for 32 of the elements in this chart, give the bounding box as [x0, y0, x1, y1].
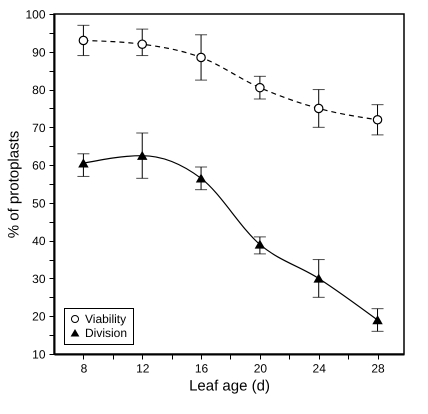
- y-tick-label: 10: [32, 348, 46, 362]
- x-tick-label: 16: [194, 362, 209, 376]
- x-tick-label: 20: [254, 362, 268, 376]
- y-tick-label: 50: [32, 196, 46, 210]
- x-tick-label: 8: [80, 362, 88, 376]
- x-tick-label: 24: [312, 362, 326, 376]
- point: [372, 316, 382, 324]
- point: [78, 36, 88, 46]
- point: [196, 52, 206, 62]
- y-tick-label: 20: [32, 310, 46, 324]
- y-axis-title: % of protoplasts: [5, 130, 22, 238]
- point: [137, 151, 148, 160]
- point: [314, 274, 324, 283]
- point: [78, 159, 88, 168]
- point: [372, 115, 382, 125]
- point: [255, 82, 265, 92]
- y-tick-label: 30: [32, 272, 46, 286]
- x-tick-label: 12: [136, 362, 150, 376]
- legend-label: Viability: [85, 312, 126, 326]
- y-tick-label: 70: [32, 120, 46, 135]
- y-tick-label: 40: [32, 234, 46, 248]
- x-axis-title: Leaf age (d): [189, 378, 270, 394]
- y-tick-label: 90: [32, 45, 46, 60]
- y-tick-label: 80: [32, 83, 46, 98]
- x-tick-label: 28: [371, 362, 386, 376]
- point: [196, 174, 206, 183]
- legend-label: Division: [85, 326, 128, 340]
- point: [255, 240, 265, 249]
- point: [137, 39, 148, 49]
- y-tick-label: 60: [32, 158, 46, 173]
- y-tick-label: 100: [25, 8, 46, 22]
- point: [314, 104, 324, 114]
